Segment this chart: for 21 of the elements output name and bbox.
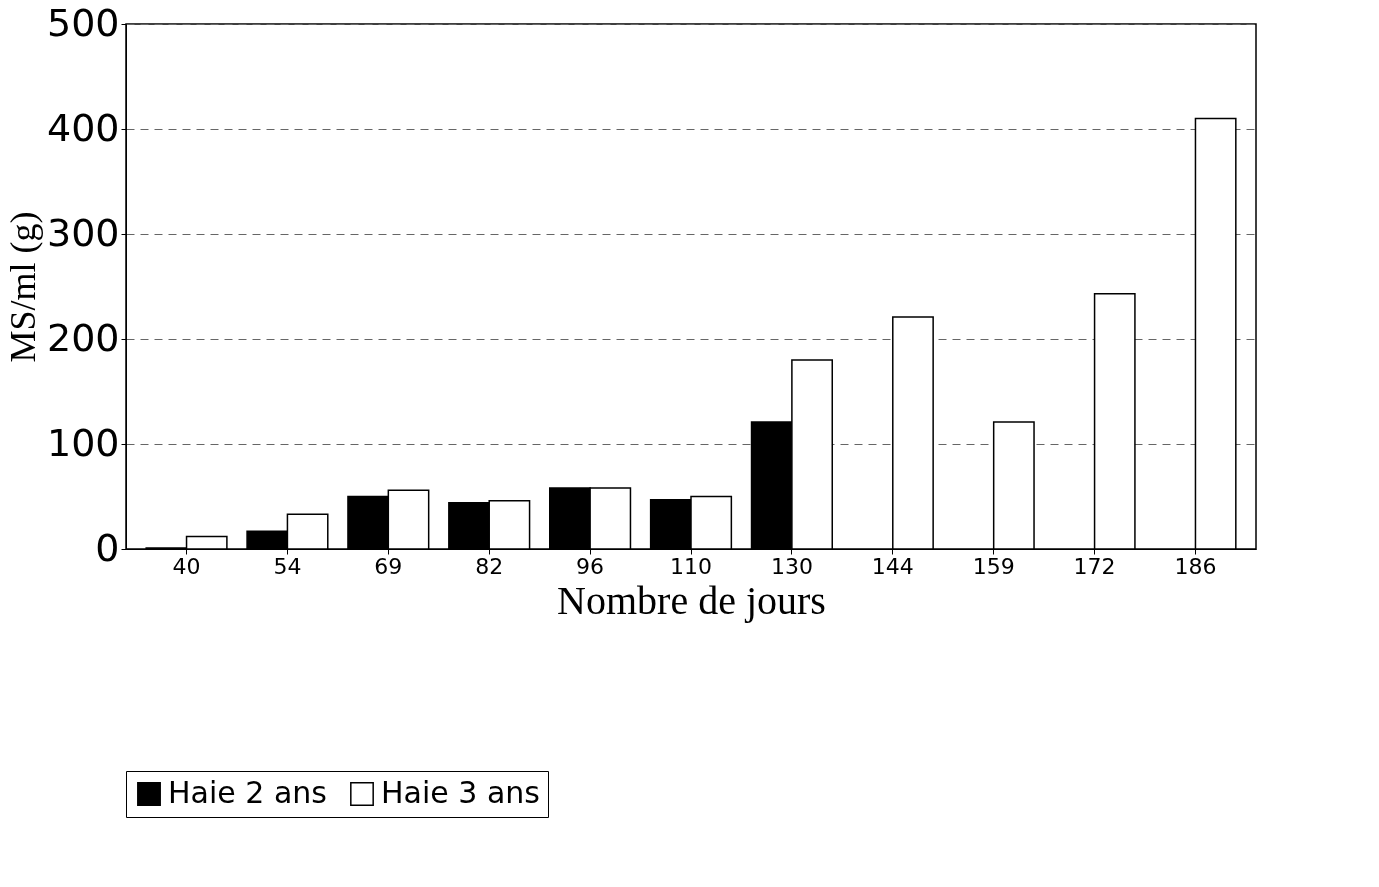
y-axis-title: MS/ml (g) — [2, 211, 43, 363]
y-tick-label: 200 — [46, 315, 120, 360]
x-tick-label: 159 — [972, 553, 1015, 579]
x-tick-label: 186 — [1174, 553, 1217, 579]
x-axis-title: Nombre de jours — [557, 577, 826, 623]
y-tick-label: 400 — [46, 105, 120, 150]
x-tick-label: 82 — [475, 553, 504, 579]
y-tick-label: 0 — [95, 525, 120, 570]
x-tick-label: 96 — [576, 553, 605, 579]
y-tick-label: 100 — [46, 420, 120, 465]
x-tick-label: 54 — [273, 553, 302, 579]
y-tick-label: 500 — [46, 0, 120, 45]
x-tick-label: 130 — [770, 553, 813, 579]
legend-label: Haie 2 ans — [168, 775, 327, 810]
x-tick-label: 110 — [670, 553, 712, 579]
x-tick-label: 144 — [871, 553, 914, 579]
x-tick-label: 40 — [172, 553, 201, 579]
legend-label: Haie 3 ans — [381, 775, 540, 810]
y-tick-label: 300 — [46, 210, 120, 255]
x-tick-label: 69 — [374, 553, 403, 579]
x-tick-label: 172 — [1073, 553, 1116, 579]
